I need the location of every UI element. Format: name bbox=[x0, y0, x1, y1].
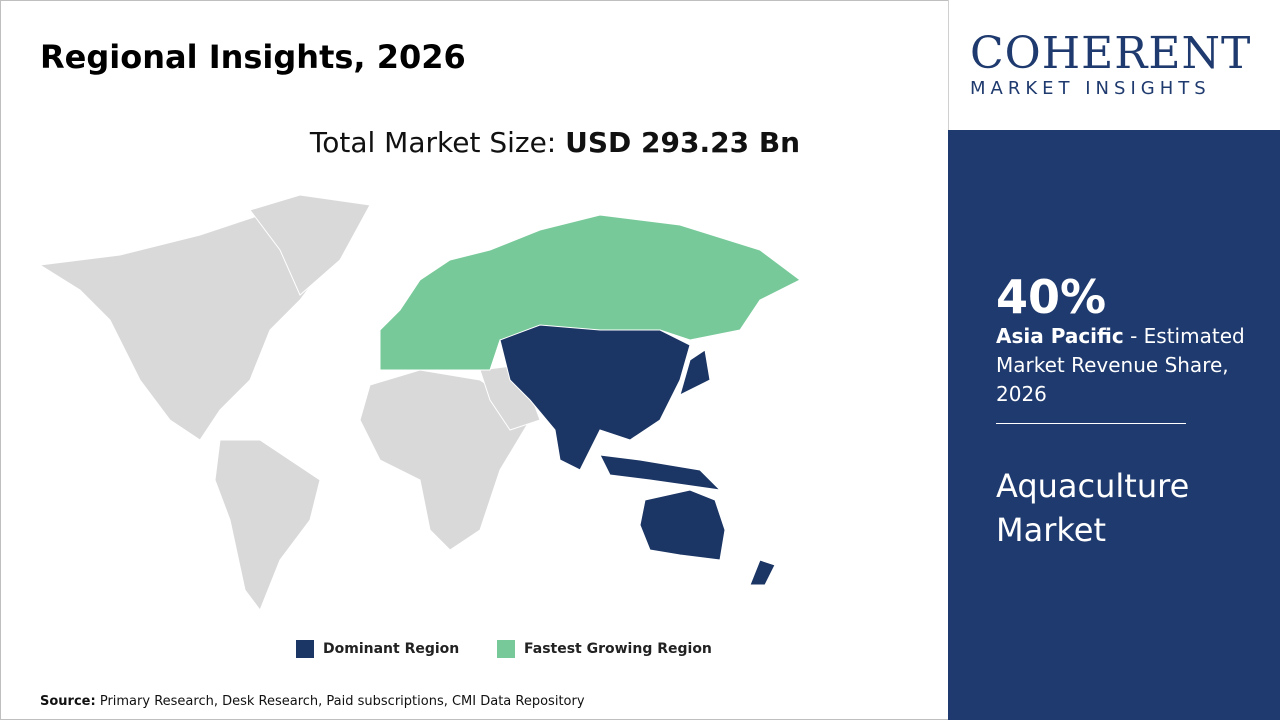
highlight-panel: 40% Asia Pacific - Estimated Market Reve… bbox=[948, 130, 1280, 720]
region: Asia Pacific bbox=[996, 324, 1124, 348]
logo-area bbox=[948, 0, 1280, 130]
share-description: Asia Pacific - Estimated Market Revenue … bbox=[996, 322, 1256, 409]
south-america bbox=[214, 439, 321, 612]
source-text: Primary Research, Desk Research, Paid su… bbox=[99, 694, 585, 709]
asia bbox=[499, 324, 691, 471]
world-map bbox=[38, 194, 801, 612]
description: - Estimated Market Revenue Share, 2026 bbox=[996, 324, 1245, 406]
new-zealand bbox=[749, 559, 776, 586]
swatch bbox=[296, 640, 314, 658]
market-size-value: USD 293.23 Bn bbox=[565, 126, 801, 159]
legend-dominant: Dominant Region bbox=[296, 640, 459, 658]
legend-label: Fastest Growing Region bbox=[524, 641, 712, 657]
source: Source: Primary Research, Desk Research,… bbox=[40, 694, 585, 709]
logo-tagline: MARKET INSIGHTS bbox=[970, 78, 1211, 99]
legend-label: Dominant Region bbox=[323, 641, 460, 657]
divider bbox=[996, 423, 1186, 424]
africa bbox=[359, 369, 531, 551]
source-label: Source: bbox=[40, 694, 96, 709]
japan bbox=[679, 349, 711, 396]
market-size: Total Market Size: USD 293.23 Bn bbox=[0, 126, 1110, 159]
australia bbox=[639, 489, 726, 561]
market-name: Aquaculture Market bbox=[996, 467, 1190, 549]
logo-name: COHERENT bbox=[970, 28, 1252, 79]
market-size-label: Total Market Size: bbox=[309, 126, 557, 159]
indonesia bbox=[599, 454, 722, 491]
share: 40% bbox=[996, 270, 1107, 324]
title: Regional Insights, 2026 bbox=[40, 38, 466, 76]
north-america bbox=[38, 214, 361, 441]
greenland bbox=[249, 194, 371, 296]
legend-fastest: Fastest Growing Region bbox=[497, 640, 712, 658]
swatch bbox=[497, 640, 515, 658]
